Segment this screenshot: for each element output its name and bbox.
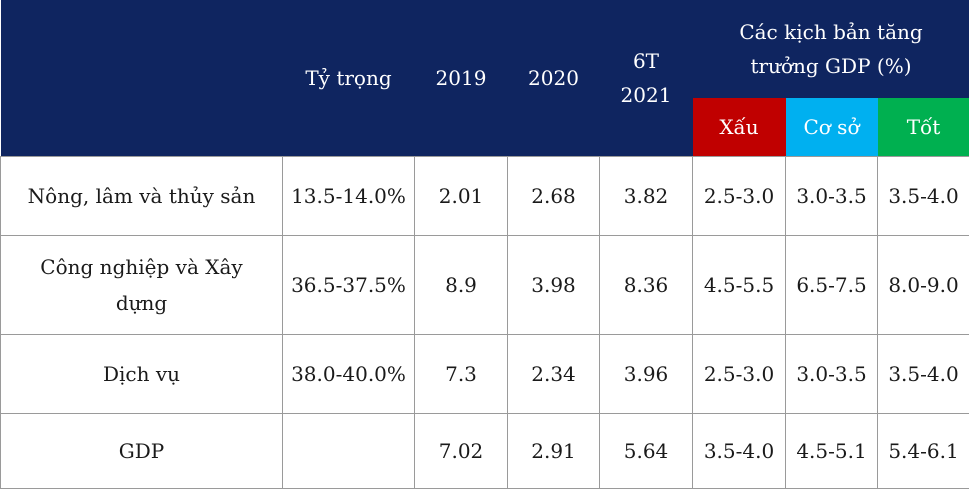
table-row: Dịch vụ 38.0-40.0% 7.3 2.34 3.96 2.5-3.0… <box>0 334 969 414</box>
row-2020: 2.91 <box>507 413 600 489</box>
header-scenarios: Các kịch bản tăng trưởng GDP (%) <box>692 0 969 98</box>
row-2019: 2.01 <box>414 156 508 236</box>
row-share <box>282 413 415 489</box>
row-share: 13.5-14.0% <box>282 156 415 236</box>
row-sector-line1: Công nghiệp và Xây <box>40 255 243 279</box>
header-6t-2021-line1: 6T <box>632 49 660 73</box>
header-2020: 2020 <box>507 0 600 157</box>
row-bad: 3.5-4.0 <box>692 413 786 489</box>
row-2019: 8.9 <box>414 235 508 335</box>
table-row: GDP 7.02 2.91 5.64 3.5-4.0 4.5-5.1 5.4-6… <box>0 413 969 489</box>
row-sector: Công nghiệp và Xây dựng <box>0 235 283 335</box>
row-good: 8.0-9.0 <box>876 235 969 335</box>
row-good: 3.5-4.0 <box>876 334 969 414</box>
header-scenario-base: Cơ sở <box>785 98 878 157</box>
header-scenarios-line2: trưởng GDP (%) <box>750 54 912 78</box>
table-row: Công nghiệp và Xây dựng 36.5-37.5% 8.9 3… <box>0 235 969 335</box>
header-share: Tỷ trọng <box>282 0 415 157</box>
row-base: 4.5-5.1 <box>785 413 878 489</box>
row-2020: 3.98 <box>507 235 600 335</box>
row-share: 36.5-37.5% <box>282 235 415 335</box>
row-6t-2021: 5.64 <box>599 413 693 489</box>
row-base: 3.0-3.5 <box>785 334 878 414</box>
row-base: 3.0-3.5 <box>785 156 878 236</box>
row-good: 5.4-6.1 <box>876 413 969 489</box>
row-sector: Nông, lâm và thủy sản <box>0 156 283 236</box>
row-6t-2021: 8.36 <box>599 235 693 335</box>
header-6t-2021-line2: 2021 <box>620 83 672 107</box>
table-row: Nông, lâm và thủy sản 13.5-14.0% 2.01 2.… <box>0 156 969 236</box>
row-6t-2021: 3.96 <box>599 334 693 414</box>
row-bad: 4.5-5.5 <box>692 235 786 335</box>
row-bad: 2.5-3.0 <box>692 334 786 414</box>
row-2019: 7.3 <box>414 334 508 414</box>
header-scenarios-line1: Các kịch bản tăng <box>739 20 923 44</box>
header-scenario-good: Tốt <box>877 98 969 157</box>
row-sector-line2: dựng <box>115 291 168 315</box>
header-2019: 2019 <box>414 0 508 157</box>
row-good: 3.5-4.0 <box>876 156 969 236</box>
row-sector: Dịch vụ <box>0 334 283 414</box>
row-sector: GDP <box>0 413 283 489</box>
header-scenario-bad: Xấu <box>692 98 786 157</box>
row-2019: 7.02 <box>414 413 508 489</box>
header-sector <box>0 0 283 157</box>
row-bad: 2.5-3.0 <box>692 156 786 236</box>
header-6t-2021: 6T 2021 <box>599 0 693 157</box>
row-2020: 2.68 <box>507 156 600 236</box>
row-2020: 2.34 <box>507 334 600 414</box>
row-6t-2021: 3.82 <box>599 156 693 236</box>
row-base: 6.5-7.5 <box>785 235 878 335</box>
row-share: 38.0-40.0% <box>282 334 415 414</box>
